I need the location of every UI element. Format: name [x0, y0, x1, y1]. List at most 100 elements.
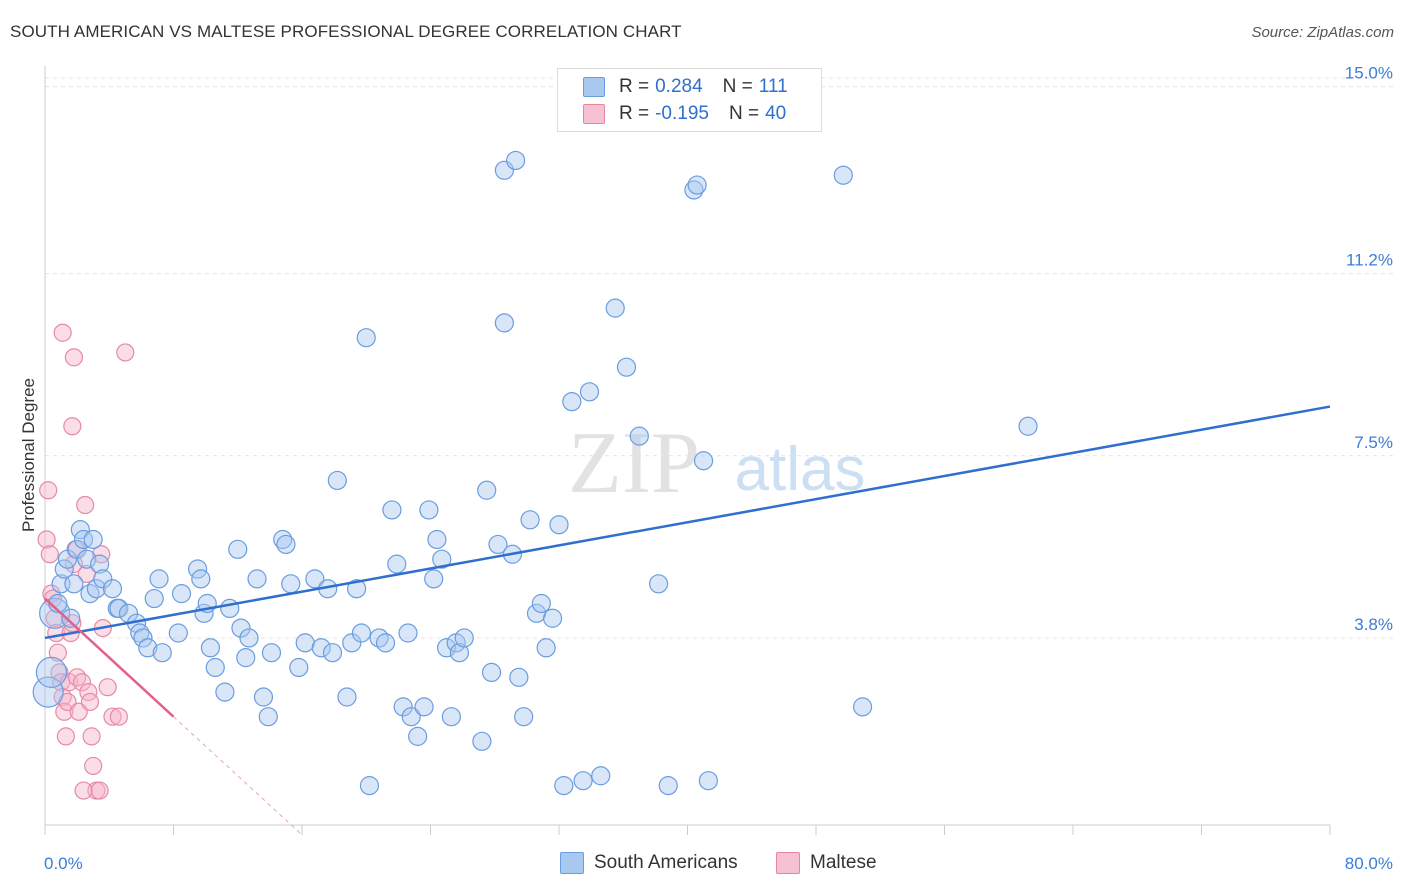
south-american-point [414, 697, 434, 717]
south-american-point [356, 328, 376, 348]
south-american-point [536, 638, 556, 658]
south-americans-points [32, 150, 1038, 796]
south-american-point [61, 608, 81, 628]
south-american-point [247, 569, 267, 589]
tick-labels: 3.8% 7.5% 11.2% 15.0% 0.0% 80.0% [44, 64, 1393, 873]
legend-r-label: R = [619, 103, 650, 124]
watermark: ZIP atlas [568, 415, 865, 512]
legend-row-south-americans: R = 0.284 N = 111 [583, 75, 808, 99]
south-american-point [35, 656, 68, 689]
south-american-point [687, 175, 707, 195]
y-tick-label: 11.2% [1346, 251, 1393, 270]
south-american-point [322, 643, 343, 663]
south-american-point [562, 392, 582, 412]
south-american-point [86, 579, 107, 599]
maltese-point [116, 343, 135, 362]
south-american-point [231, 618, 251, 638]
watermark-atlas: atlas [735, 435, 866, 504]
south-american-point [408, 726, 428, 746]
south-american-point [342, 633, 362, 653]
bottom-legend-swatch-pink [776, 852, 800, 874]
south-american-point [488, 534, 508, 555]
south-american-point [477, 480, 497, 500]
bottom-legend-label: South Americans [594, 852, 738, 873]
south-american-point [347, 579, 367, 599]
south-american-point [305, 569, 325, 589]
maltese-point [45, 609, 64, 628]
maltese-point [76, 495, 95, 515]
south-american-point [102, 579, 123, 599]
chart-title: SOUTH AMERICAN VS MALTESE PROFESSIONAL D… [10, 22, 682, 41]
south-american-point [591, 766, 611, 786]
south-american-point [171, 584, 192, 604]
south-american-point [419, 500, 439, 520]
south-american-point [375, 633, 396, 653]
x-tick-label: 80.0% [1345, 854, 1393, 873]
maltese-point [53, 323, 72, 342]
south-american-point [93, 569, 113, 589]
south-american-point [32, 676, 64, 708]
south-american-point [393, 697, 413, 717]
bottom-legend-south-americans[interactable]: South Americans [560, 852, 738, 874]
bottom-legend-label: Maltese [810, 852, 877, 873]
y-tick-label: 15.0% [1345, 64, 1393, 83]
south-american-point [220, 598, 240, 619]
maltese-trend-extension [173, 716, 303, 836]
south-american-point [276, 534, 296, 555]
south-american-point [289, 657, 309, 678]
x-tick-label: 0.0% [44, 854, 83, 873]
south-american-point [351, 623, 372, 643]
south-american-point [200, 638, 221, 658]
south-american-point [80, 584, 100, 604]
south-american-point [144, 588, 164, 609]
legend-swatch-pink [583, 104, 605, 124]
south-american-point [605, 298, 625, 318]
maltese-point [37, 530, 56, 549]
south-american-point [494, 313, 514, 333]
south-american-point [648, 574, 669, 594]
south-american-point [698, 771, 718, 791]
maltese-point [74, 781, 93, 800]
bottom-legend-maltese[interactable]: Maltese [776, 852, 877, 874]
south-american-point [432, 549, 452, 569]
maltese-point [82, 727, 101, 746]
bottom-legend-swatch-blue [560, 852, 584, 874]
maltese-point [56, 727, 75, 746]
south-american-point [514, 707, 534, 727]
south-american-point [236, 648, 256, 668]
south-american-point [387, 554, 407, 574]
south-american-point [73, 529, 94, 550]
south-american-point [629, 426, 649, 446]
south-american-point [253, 687, 274, 707]
maltese-point [64, 348, 84, 367]
maltese-point [90, 781, 109, 800]
south-american-point [258, 707, 278, 727]
stats-legend: R = 0.284 N = 111 R = -0.195 N = 40 [557, 68, 822, 132]
maltese-point [80, 692, 100, 712]
y-tick-label: 3.8% [1354, 615, 1393, 634]
south-american-point [109, 598, 129, 619]
south-american-point [205, 657, 225, 678]
legend-row-maltese: R = -0.195 N = 40 [583, 102, 806, 126]
south-american-point [239, 628, 259, 648]
south-americans-trend-line [44, 405, 1331, 640]
south-american-point [472, 731, 492, 751]
south-american-point [449, 643, 470, 663]
south-american-point [359, 776, 380, 796]
south-american-point [1018, 416, 1038, 436]
south-american-point [327, 470, 347, 491]
south-american-point [311, 638, 331, 658]
south-american-point [427, 529, 447, 550]
south-american-point [369, 628, 389, 648]
south-american-point [398, 623, 418, 643]
south-american-point [133, 628, 153, 648]
south-american-point [215, 682, 235, 702]
source-label: Source: ZipAtlas.com [1251, 24, 1394, 41]
south-american-point [579, 382, 600, 402]
legend-n-value: 40 [765, 103, 787, 124]
south-american-point [454, 628, 474, 648]
south-american-point [531, 593, 551, 614]
y-axis-title: Professional Degree [19, 378, 38, 532]
south-american-point [64, 574, 84, 594]
maltese-point [92, 545, 111, 564]
